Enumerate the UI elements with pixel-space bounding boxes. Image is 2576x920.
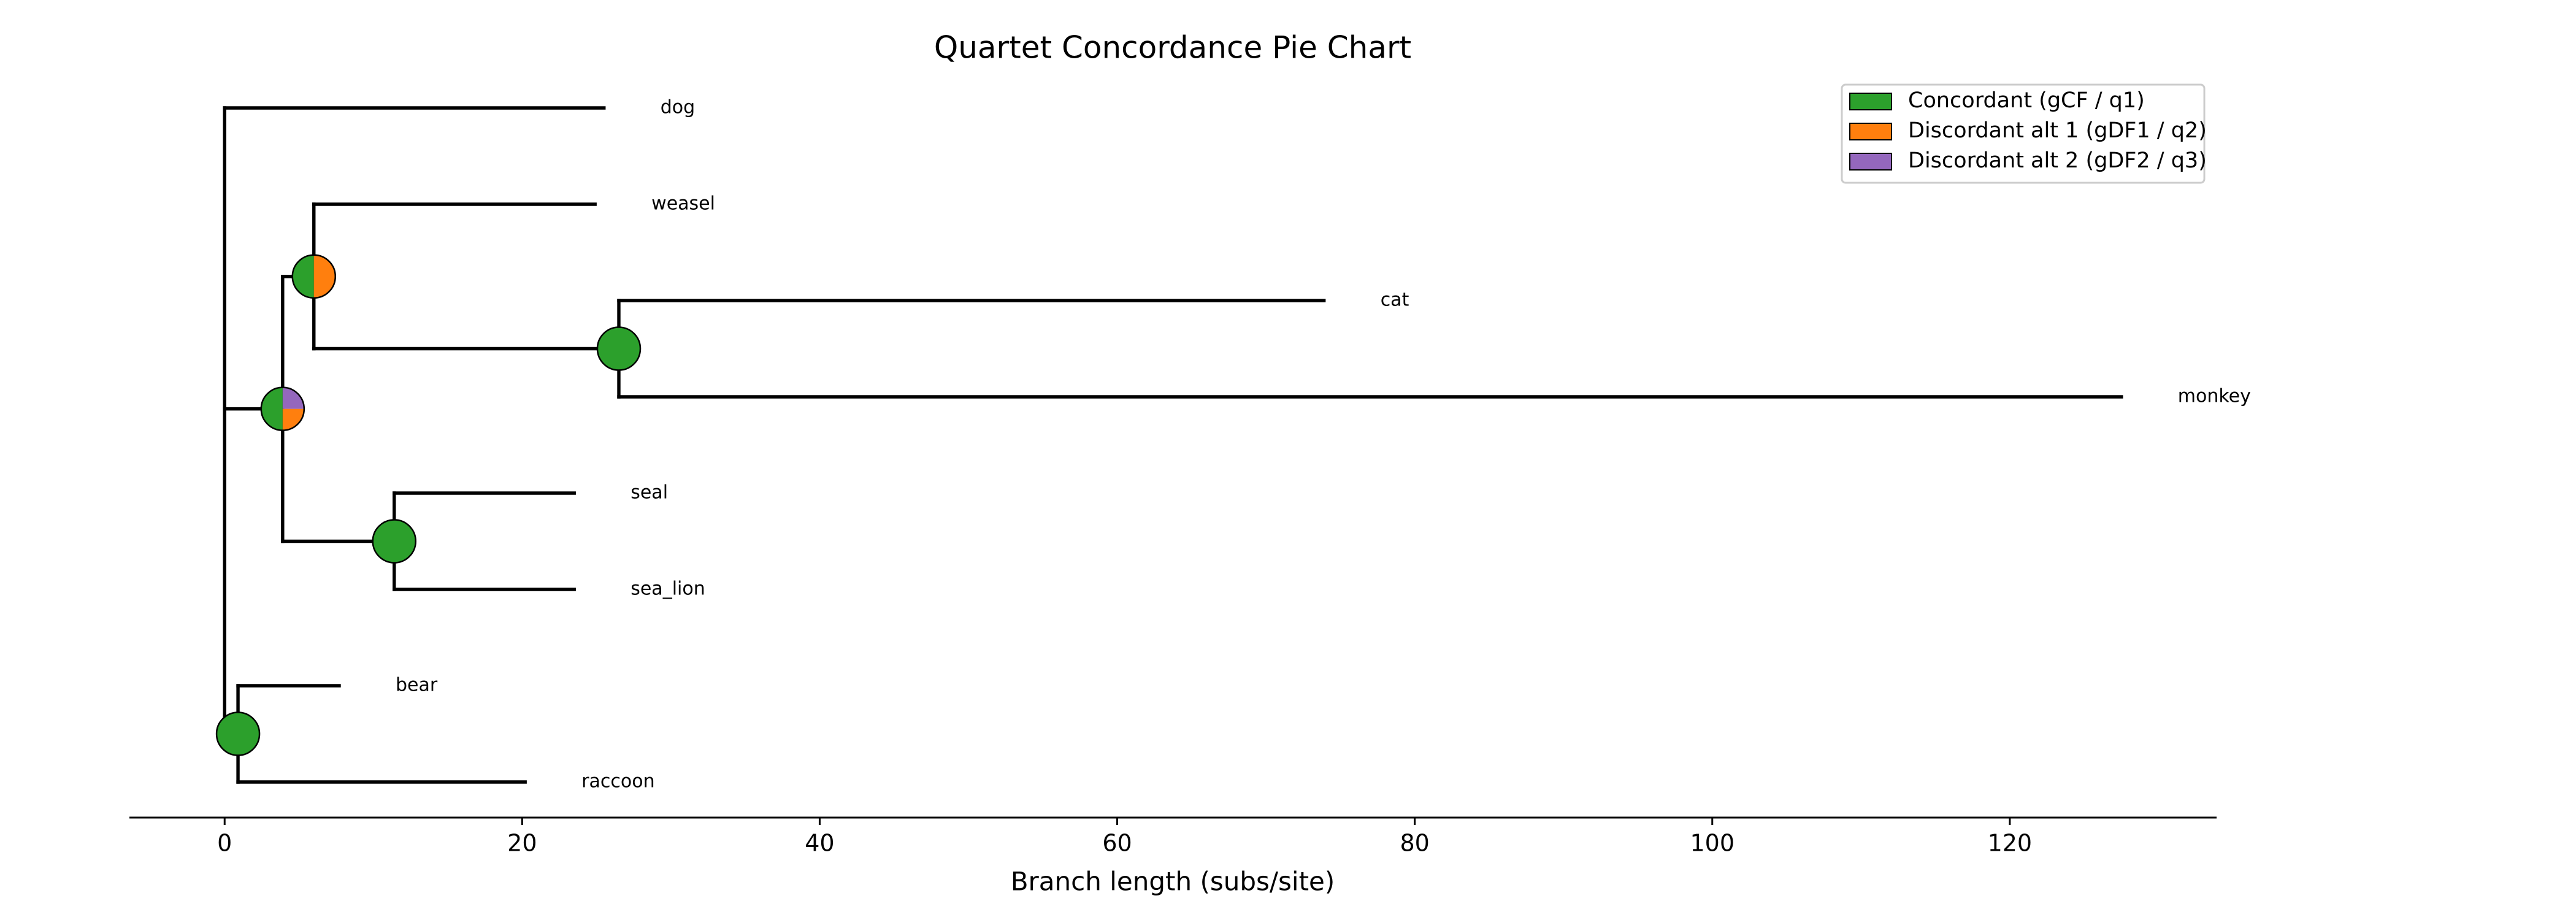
legend-label: Discordant alt 1 (gDF1 / q2) [1908, 118, 2207, 143]
pie-wedge [597, 327, 640, 370]
pie-wedge [282, 408, 304, 431]
x-tick-label: 20 [507, 830, 537, 857]
leaf-label: seal [631, 482, 668, 504]
legend-swatch [1849, 123, 1892, 140]
pie-wedge [372, 519, 416, 563]
leaf-label: bear [396, 675, 438, 696]
pie-wedge [313, 255, 335, 298]
pie-wedge [282, 387, 304, 409]
x-tick-label: 0 [217, 830, 232, 857]
x-tick-label: 60 [1102, 830, 1132, 857]
legend-swatch [1849, 153, 1892, 171]
leaf-label: raccoon [581, 771, 654, 792]
leaf-label: sea_lion [631, 578, 705, 600]
pie-outline [215, 711, 261, 756]
x-tick-label: 40 [805, 830, 834, 857]
pie-outline [291, 254, 337, 299]
legend-swatch [1849, 93, 1892, 110]
x-tick-label: 80 [1400, 830, 1429, 857]
x-axis-label: Branch length (subs/site) [1011, 867, 1335, 897]
x-tick-label: 100 [1690, 830, 1735, 857]
pie-wedge [261, 387, 283, 431]
legend-box [1841, 83, 2206, 184]
leaf-label: cat [1381, 289, 1409, 311]
pie-outline [596, 326, 642, 371]
pie-outline [372, 519, 416, 564]
leaf-label: monkey [2178, 386, 2251, 407]
leaf-label: weasel [651, 193, 715, 215]
x-tick-label: 120 [1988, 830, 2033, 857]
pie-wedge [292, 255, 314, 298]
legend-label: Discordant alt 2 (gDF2 / q3) [1908, 148, 2207, 173]
leaf-label: dog [661, 97, 695, 118]
pie-wedge [217, 712, 260, 756]
chart-title: Quartet Concordance Pie Chart [934, 30, 1411, 66]
legend-label: Concordant (gCF / q1) [1908, 88, 2145, 113]
pie-outline [260, 386, 305, 431]
